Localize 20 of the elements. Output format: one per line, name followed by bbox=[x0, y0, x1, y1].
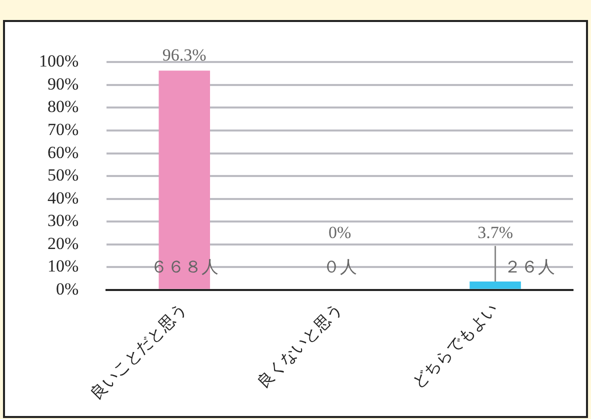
x-tick-label: 良くないと思う bbox=[254, 300, 346, 392]
y-tick-label: 90% bbox=[47, 74, 79, 94]
y-tick-label: 40% bbox=[47, 188, 79, 208]
annotation: ６６８人 bbox=[150, 257, 218, 276]
data-label: 96.3% bbox=[162, 46, 206, 65]
y-tick-label: 30% bbox=[47, 211, 79, 230]
y-tick-label: 70% bbox=[47, 120, 79, 139]
y-tick-label: 10% bbox=[47, 256, 79, 276]
y-tick-label: 0% bbox=[56, 279, 79, 298]
y-tick-label: 100% bbox=[38, 52, 79, 71]
y-tick-label: 50% bbox=[47, 166, 79, 185]
data-label: 0% bbox=[328, 222, 352, 242]
annotation: ０人 bbox=[322, 257, 357, 276]
x-tick-label: 良いことだと思う bbox=[87, 300, 190, 404]
y-tick-label: 20% bbox=[47, 234, 79, 253]
annotation: ２６人 bbox=[504, 257, 555, 276]
y-tick-label: 60% bbox=[47, 142, 79, 162]
x-tick-label: どちらでもよい bbox=[410, 300, 502, 392]
data-label: 3.7% bbox=[478, 222, 513, 242]
y-tick-label: 80% bbox=[47, 97, 79, 116]
